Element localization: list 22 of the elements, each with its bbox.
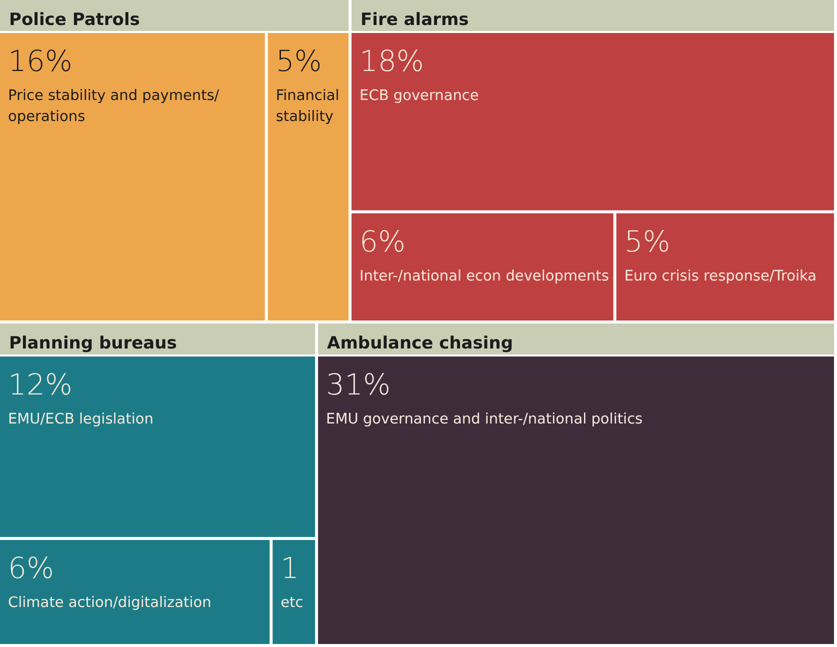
text: Planning bureaus [9,334,177,354]
data-label: 12% [8,368,72,402]
data-label: 1 [280,550,300,585]
category-label: EMU/ECB legislation [8,412,154,428]
data-label: 6% [360,224,406,258]
data-label: 16% [8,44,72,78]
category-label: ECB governance [360,88,479,104]
category-label: Climate action/digitalization [8,594,212,611]
category-label: EMU governance and inter-/national politics [326,412,643,428]
category-label: Financial stability [276,88,340,126]
text: Police Patrols [9,10,140,30]
data-label: 31% [326,368,391,402]
category-label: Euro crisis response/Troika [624,268,817,284]
text: Ambulance chasing [327,334,513,354]
data-label: 18% [360,44,424,78]
category-label: Price stability and payments/ operations [8,88,220,126]
text: Fire alarms [360,10,469,30]
category-label: etc [280,594,304,611]
data-label: 5% [624,224,670,258]
category-label: Inter-/national econ developments [360,268,609,284]
data-label: 6% [8,550,54,585]
data-label: 5% [276,44,322,78]
